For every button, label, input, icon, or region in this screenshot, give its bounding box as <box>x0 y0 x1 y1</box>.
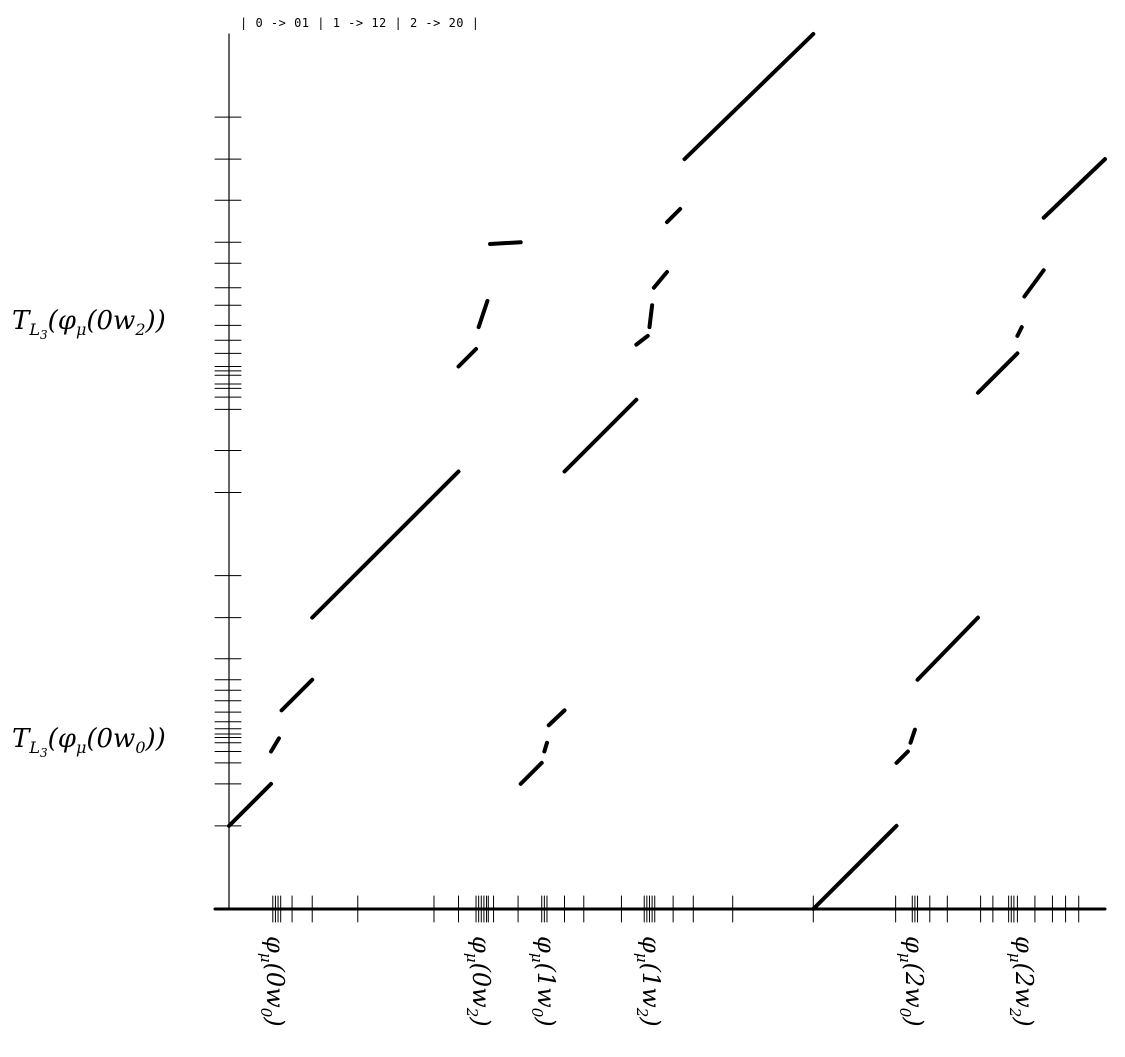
data-segment <box>227 781 274 828</box>
data-segment <box>1022 268 1046 299</box>
data-segment <box>542 740 549 754</box>
data-segment <box>894 749 910 765</box>
data-segment <box>811 823 899 911</box>
data-segment <box>518 760 544 786</box>
data-segment <box>908 727 917 745</box>
data-segment <box>634 333 650 347</box>
data-segment <box>488 240 523 246</box>
data-segment <box>310 469 461 620</box>
x-label: φμ(1w0) <box>528 936 561 1027</box>
x-label: φμ(0w2) <box>462 936 495 1027</box>
data-segment <box>915 615 980 682</box>
data-segment <box>562 397 639 474</box>
x-label: φμ(2w2) <box>1005 936 1038 1027</box>
data-segment <box>682 32 816 162</box>
x-label: φμ(1w2) <box>633 936 666 1027</box>
x-label: φμ(2w0) <box>896 936 929 1027</box>
data-segment <box>546 708 567 728</box>
data-segment <box>665 207 683 225</box>
substitution-rule-text: | 0 -> 01 | 1 -> 12 | 2 -> 20 | <box>240 16 480 30</box>
data-segment <box>1041 157 1107 220</box>
data-segment <box>269 736 281 754</box>
data-segment <box>279 677 315 713</box>
y-label-lower: TL3(φμ(0w0)) <box>12 724 166 761</box>
data-segment <box>476 298 490 330</box>
data-segment <box>1015 325 1024 338</box>
data-segment <box>647 303 655 330</box>
data-segment <box>456 347 479 369</box>
y-label-upper: TL3(φμ(0w2)) <box>12 306 166 343</box>
x-label: φμ(0w0) <box>257 936 289 1027</box>
data-segment <box>651 270 669 290</box>
data-segment <box>975 351 1020 395</box>
